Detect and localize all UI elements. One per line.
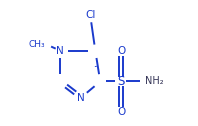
- Text: CH₃: CH₃: [29, 40, 45, 49]
- Text: S: S: [117, 75, 125, 88]
- Text: O: O: [117, 107, 125, 117]
- Text: N: N: [56, 46, 64, 56]
- Text: O: O: [117, 46, 125, 56]
- Text: Cl: Cl: [85, 10, 96, 20]
- Text: NH₂: NH₂: [145, 76, 164, 86]
- Text: N: N: [77, 92, 85, 103]
